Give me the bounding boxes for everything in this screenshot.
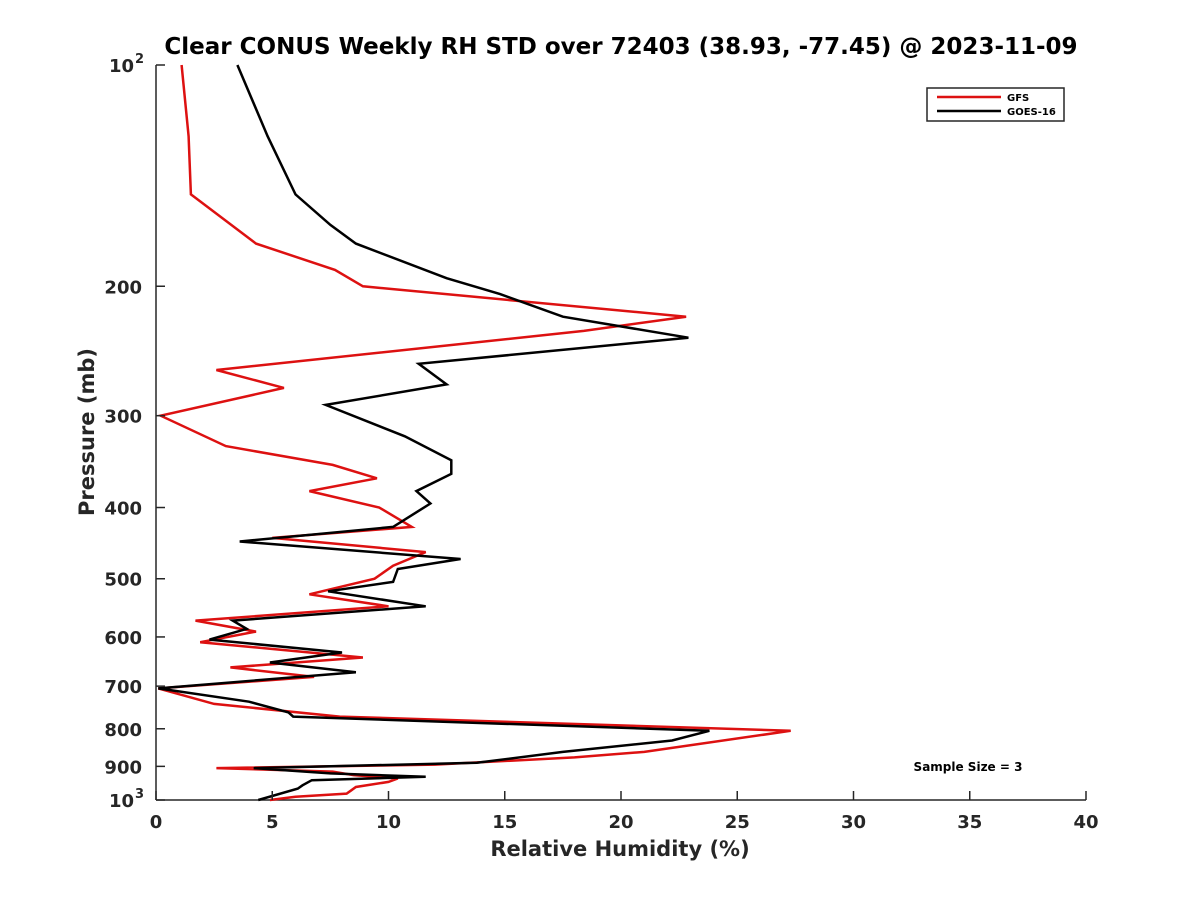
legend: GFS GOES-16 (926, 87, 1065, 122)
x-tick-label: 15 (492, 812, 517, 833)
y-tick-label: 10 (109, 791, 134, 812)
y-tick-label: 800 (104, 720, 142, 741)
legend-label: GFS (1007, 93, 1029, 104)
y-tick-label: 500 (104, 570, 142, 591)
sample-size-annotation: Sample Size = 3 (914, 760, 1023, 774)
y-tick-label: 200 (104, 277, 142, 298)
y-tick-label-exponent: 2 (135, 52, 144, 67)
x-tick-label: 35 (957, 812, 982, 833)
x-tick-label: 20 (608, 812, 633, 833)
chart-title: Clear CONUS Weekly RH STD over 72403 (38… (164, 34, 1077, 60)
legend-label: GOES-16 (1007, 107, 1056, 118)
y-tick-label: 600 (104, 628, 142, 649)
x-axis-label: Relative Humidity (%) (490, 837, 749, 861)
series-line-gfs (156, 64, 791, 802)
y-tick-label: 900 (104, 757, 142, 778)
x-tick-label: 0 (150, 812, 163, 833)
series-line-goes-16 (158, 64, 710, 802)
x-tick-label: 40 (1073, 812, 1098, 833)
x-tick-label: 30 (841, 812, 866, 833)
y-tick-label: 10 (109, 56, 134, 77)
y-tick-label-exponent: 3 (135, 787, 144, 802)
x-tick-label: 25 (725, 812, 750, 833)
y-tick-label: 400 (104, 499, 142, 520)
axes (155, 65, 1086, 801)
x-tick-label: 10 (376, 812, 401, 833)
y-tick-label: 300 (104, 407, 142, 428)
y-tick-label: 700 (104, 677, 142, 698)
series-layer (156, 64, 791, 802)
x-tick-label: 5 (266, 812, 279, 833)
y-axis-label: Pressure (mb) (75, 348, 99, 516)
legend-box (926, 87, 1065, 122)
